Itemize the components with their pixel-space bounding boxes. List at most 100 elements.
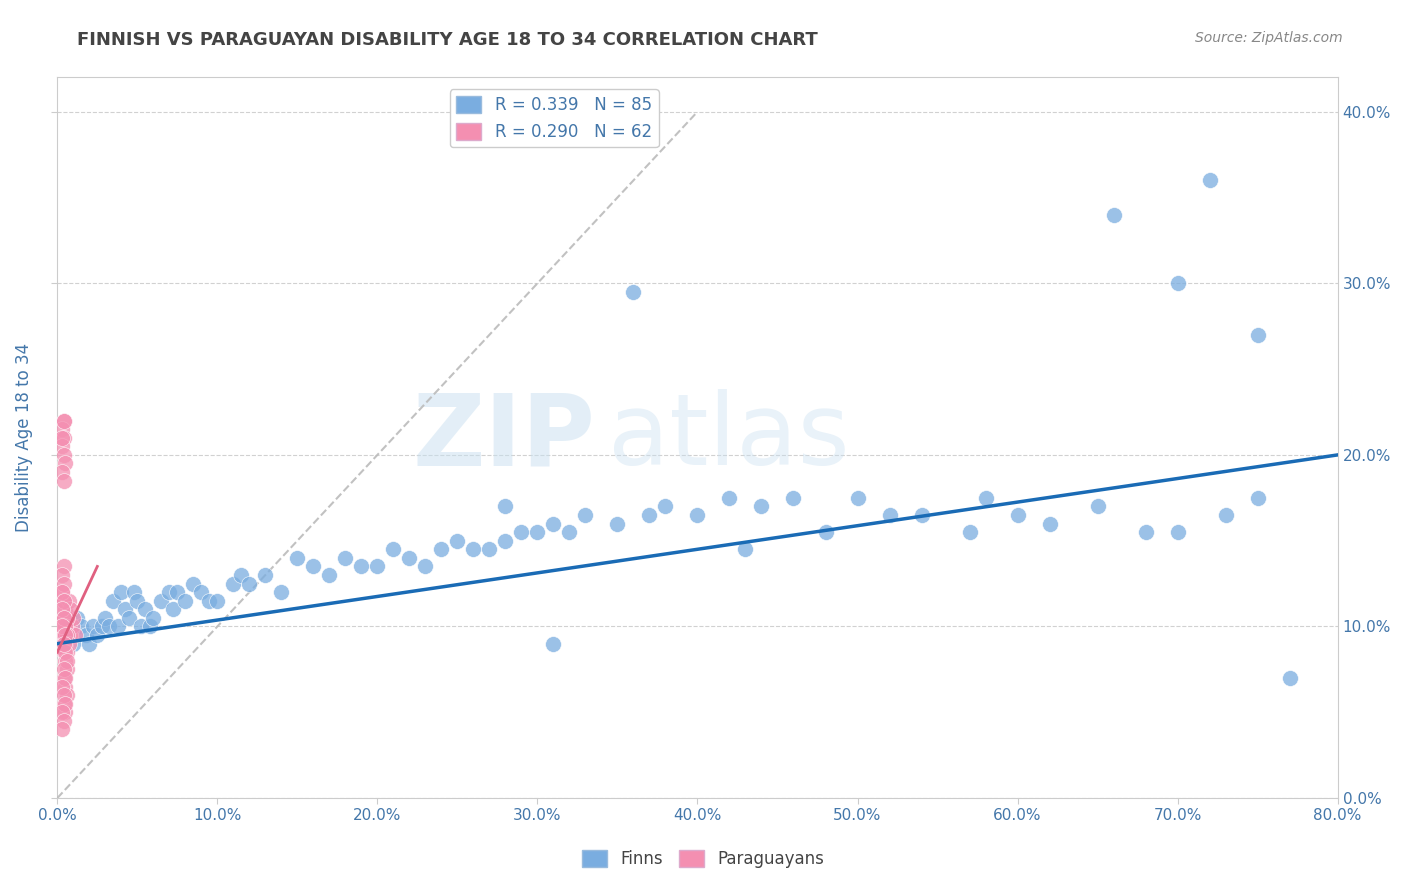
Point	[56, 645, 79, 659]
Point	[52, 611, 75, 625]
Point	[1007, 508, 1029, 522]
Point	[1215, 508, 1237, 522]
Point	[56, 654, 79, 668]
Point	[56, 628, 79, 642]
Point	[335, 550, 357, 565]
Text: atlas: atlas	[607, 389, 849, 486]
Point	[51, 431, 73, 445]
Point	[1246, 327, 1268, 342]
Point	[70, 619, 93, 633]
Point	[1246, 491, 1268, 505]
Point	[86, 628, 108, 642]
Point	[166, 585, 188, 599]
Point	[638, 508, 661, 522]
Point	[51, 465, 73, 479]
Point	[183, 576, 205, 591]
Point	[58, 637, 80, 651]
Point	[53, 628, 76, 642]
Point	[51, 439, 73, 453]
Point	[60, 619, 83, 633]
Point	[52, 448, 75, 462]
Point	[56, 611, 79, 625]
Point	[366, 559, 388, 574]
Point	[974, 491, 997, 505]
Point	[1102, 208, 1125, 222]
Point	[142, 611, 165, 625]
Point	[51, 619, 73, 633]
Point	[53, 602, 76, 616]
Point	[52, 593, 75, 607]
Point	[543, 516, 565, 531]
Point	[207, 593, 229, 607]
Point	[52, 414, 75, 428]
Point	[446, 533, 468, 548]
Point	[879, 508, 901, 522]
Point	[510, 525, 533, 540]
Point	[52, 431, 75, 445]
Point	[52, 714, 75, 728]
Point	[1167, 277, 1189, 291]
Point	[62, 637, 84, 651]
Y-axis label: Disability Age 18 to 34: Disability Age 18 to 34	[15, 343, 32, 533]
Point	[157, 585, 180, 599]
Point	[398, 550, 420, 565]
Point	[79, 637, 101, 651]
Text: ZIP: ZIP	[412, 389, 595, 486]
Point	[51, 568, 73, 582]
Point	[51, 422, 73, 436]
Point	[222, 576, 245, 591]
Point	[75, 628, 97, 642]
Point	[302, 559, 325, 574]
Point	[59, 628, 82, 642]
Point	[494, 533, 516, 548]
Point	[53, 654, 76, 668]
Point	[623, 285, 645, 299]
Point	[91, 619, 114, 633]
Point	[56, 611, 79, 625]
Point	[654, 500, 676, 514]
Point	[494, 500, 516, 514]
Point	[150, 593, 173, 607]
Point	[139, 619, 162, 633]
Point	[52, 671, 75, 685]
Point	[52, 662, 75, 676]
Point	[231, 568, 253, 582]
Point	[1135, 525, 1157, 540]
Point	[107, 619, 129, 633]
Point	[103, 593, 125, 607]
Point	[58, 593, 80, 607]
Point	[1167, 525, 1189, 540]
Point	[606, 516, 628, 531]
Point	[782, 491, 804, 505]
Point	[846, 491, 869, 505]
Point	[52, 414, 75, 428]
Point	[52, 645, 75, 659]
Point	[52, 688, 75, 702]
Point	[270, 585, 292, 599]
Point	[52, 559, 75, 574]
Point	[118, 611, 141, 625]
Point	[238, 576, 260, 591]
Point	[82, 619, 104, 633]
Point	[94, 611, 117, 625]
Point	[51, 602, 73, 616]
Point	[53, 680, 76, 694]
Point	[52, 628, 75, 642]
Point	[129, 619, 152, 633]
Point	[110, 585, 132, 599]
Point	[51, 619, 73, 633]
Point	[162, 602, 184, 616]
Point	[1278, 671, 1301, 685]
Point	[53, 628, 76, 642]
Point	[56, 688, 79, 702]
Point	[174, 593, 197, 607]
Point	[52, 576, 75, 591]
Point	[190, 585, 212, 599]
Point	[463, 542, 485, 557]
Point	[959, 525, 981, 540]
Point	[51, 680, 73, 694]
Point	[114, 602, 136, 616]
Point	[910, 508, 932, 522]
Point	[415, 559, 437, 574]
Point	[558, 525, 581, 540]
